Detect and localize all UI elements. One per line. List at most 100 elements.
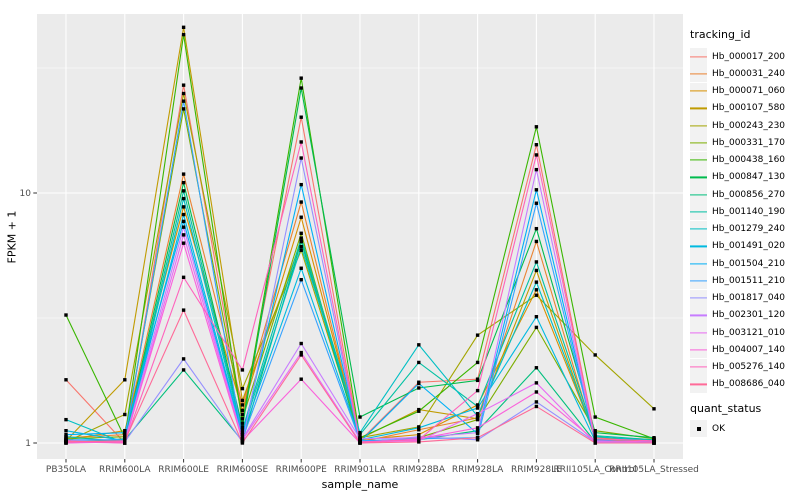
legend-key-line bbox=[690, 228, 707, 230]
data-point bbox=[123, 412, 127, 417]
data-point bbox=[475, 417, 480, 422]
data-point bbox=[534, 143, 539, 147]
data-point bbox=[181, 83, 186, 87]
legend-label: Hb_005276_140 bbox=[712, 362, 786, 373]
legend-key-line bbox=[690, 332, 707, 334]
data-point bbox=[123, 430, 127, 435]
data-point bbox=[534, 400, 539, 404]
data-point bbox=[240, 386, 245, 391]
data-point bbox=[593, 441, 597, 445]
data-point bbox=[123, 441, 127, 445]
x-tick-label: RRIM600PE bbox=[276, 465, 328, 475]
x-tick-label: RRIM901LA bbox=[334, 465, 386, 475]
legend-key-line bbox=[690, 383, 707, 385]
legend-key bbox=[690, 48, 707, 66]
data-point bbox=[534, 325, 539, 330]
legend-label: Hb_001817_040 bbox=[712, 293, 786, 304]
data-point bbox=[652, 407, 656, 411]
data-point bbox=[181, 219, 186, 224]
data-point bbox=[358, 432, 362, 437]
legend-key bbox=[690, 420, 707, 438]
legend-key bbox=[690, 341, 707, 359]
data-point bbox=[299, 350, 303, 355]
data-point bbox=[64, 417, 68, 422]
x-tick-label: RRIM600SE bbox=[217, 465, 269, 475]
legend-key-line bbox=[690, 245, 707, 247]
data-point bbox=[240, 434, 245, 439]
legend-entry: Hb_000107_580 bbox=[690, 99, 798, 117]
legend-label: Hb_001504_210 bbox=[712, 258, 786, 269]
data-point bbox=[240, 430, 245, 435]
data-point bbox=[240, 403, 245, 407]
data-point bbox=[358, 441, 362, 445]
data-point bbox=[593, 415, 597, 419]
legend-label: Hb_000856_270 bbox=[712, 189, 786, 200]
data-point bbox=[358, 430, 362, 435]
data-point bbox=[299, 215, 303, 219]
data-point bbox=[417, 438, 421, 442]
legend-entry: Hb_001511_210 bbox=[690, 272, 798, 290]
data-point bbox=[299, 239, 303, 244]
data-point bbox=[475, 333, 480, 337]
legend-label: Hb_008686_040 bbox=[712, 379, 786, 390]
data-point bbox=[181, 196, 186, 201]
legend-entry: OK bbox=[690, 420, 798, 438]
legend-label: Hb_000017_200 bbox=[712, 51, 786, 62]
legend-key bbox=[690, 117, 707, 135]
x-tick-label: RRIM928LE bbox=[511, 465, 562, 475]
legend-label: Hb_000031_240 bbox=[712, 68, 786, 79]
data-point bbox=[475, 414, 480, 418]
data-point bbox=[123, 378, 127, 382]
legend-key-line bbox=[690, 263, 707, 265]
data-point bbox=[475, 428, 480, 433]
data-point bbox=[181, 99, 186, 103]
legend-key bbox=[690, 358, 707, 376]
color-legend-title: tracking_id bbox=[690, 28, 751, 41]
data-point bbox=[417, 343, 421, 347]
data-point bbox=[240, 368, 245, 372]
legend-label: Hb_001491_020 bbox=[712, 241, 786, 252]
legend-label: Hb_001140_190 bbox=[712, 206, 786, 217]
legend-key-line bbox=[690, 366, 707, 368]
legend-entry: Hb_000031_240 bbox=[690, 65, 798, 83]
x-tick-label: RRIM600LA bbox=[99, 465, 151, 475]
data-point bbox=[475, 436, 480, 440]
data-point bbox=[64, 440, 68, 444]
data-point bbox=[64, 313, 68, 317]
legend-entry: Hb_001817_040 bbox=[690, 289, 798, 307]
legend-key-line bbox=[690, 56, 707, 58]
data-point bbox=[181, 91, 186, 96]
legend-entry: Hb_008686_040 bbox=[690, 375, 798, 393]
data-point bbox=[64, 378, 68, 382]
data-point bbox=[181, 212, 186, 217]
data-point bbox=[240, 417, 245, 421]
data-point bbox=[299, 353, 303, 357]
data-point bbox=[417, 428, 421, 432]
legend-entry: Hb_000243_230 bbox=[690, 117, 798, 135]
data-point bbox=[358, 437, 362, 441]
data-point bbox=[181, 308, 186, 312]
legend-label: Hb_000071_060 bbox=[712, 86, 786, 97]
legend-label: OK bbox=[712, 423, 725, 434]
data-point bbox=[534, 226, 539, 231]
legend-key bbox=[690, 99, 707, 117]
legend-key-line bbox=[690, 73, 707, 75]
data-point bbox=[534, 288, 539, 292]
legend-entry: Hb_001491_020 bbox=[690, 237, 798, 255]
data-point bbox=[652, 441, 656, 445]
data-point bbox=[534, 381, 539, 385]
legend-entry: Hb_000071_060 bbox=[690, 82, 798, 100]
data-point bbox=[64, 428, 68, 433]
legend-key-line bbox=[690, 142, 707, 144]
legend-key bbox=[690, 289, 707, 307]
legend-entry: Hb_001279_240 bbox=[690, 220, 798, 238]
data-point bbox=[593, 430, 597, 435]
data-point bbox=[181, 25, 186, 30]
legend-entry: Hb_001140_190 bbox=[690, 203, 798, 221]
legend-key bbox=[690, 186, 707, 204]
data-point bbox=[181, 357, 186, 361]
legend-key bbox=[690, 255, 707, 273]
data-point bbox=[534, 125, 539, 129]
